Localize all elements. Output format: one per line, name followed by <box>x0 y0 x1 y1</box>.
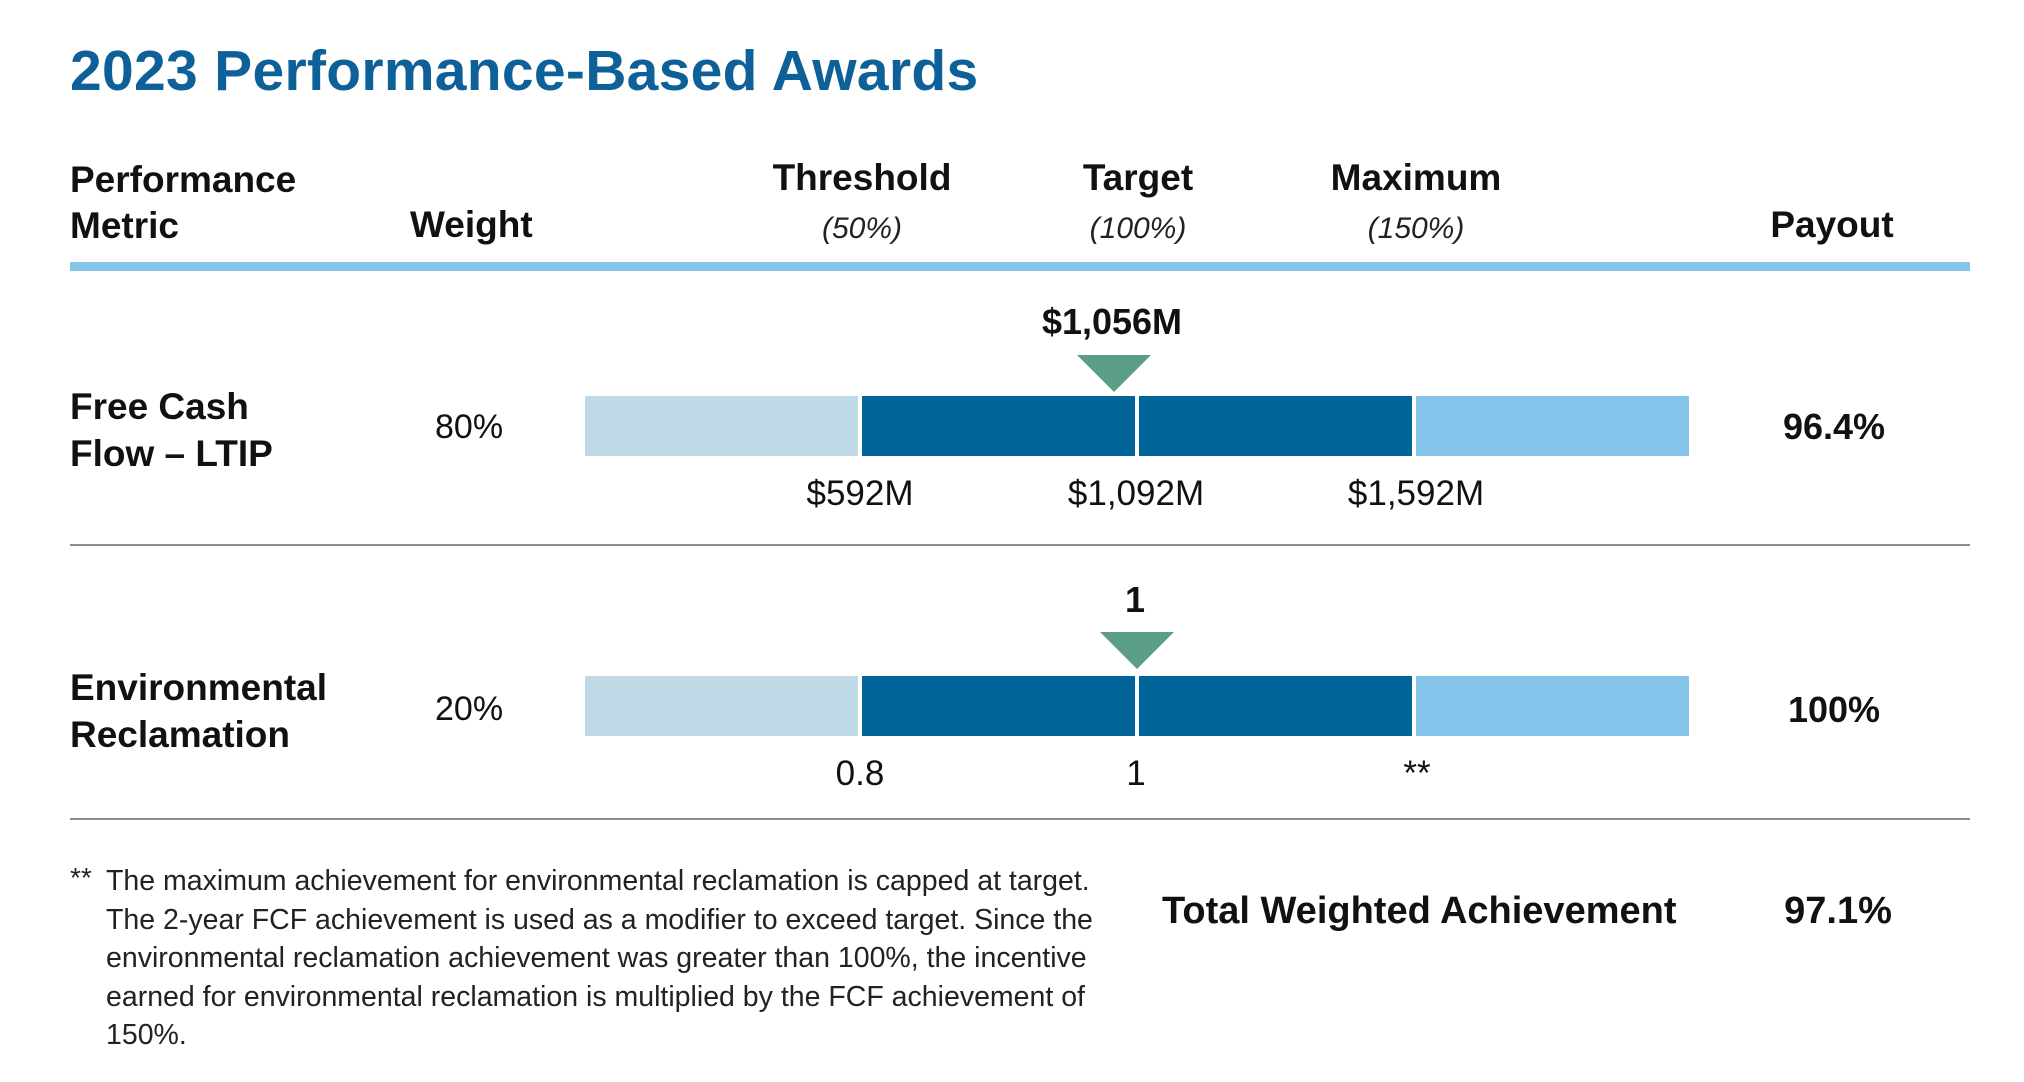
row-fcf-actual-label: $1,056M <box>1041 301 1183 342</box>
footnote-text: The maximum achievement for environmenta… <box>106 865 1093 1051</box>
page-title: 2023 Performance-Based Awards <box>70 39 979 103</box>
header-metric: Performance Metric <box>70 157 296 249</box>
row-env-target-value: 1 <box>1126 754 1146 793</box>
row-fcf-actual-marker-icon <box>1077 355 1151 392</box>
header-maximum-pct: (150%) <box>1367 212 1465 245</box>
row-env-bar-threshold-target <box>862 676 1135 736</box>
row-env-metric: Environmental Reclamation <box>70 664 327 758</box>
row-fcf-threshold-value: $592M <box>806 474 914 513</box>
header-target: Target <box>1082 157 1194 198</box>
footer-divider <box>70 818 1970 820</box>
row-fcf-bar-below-threshold <box>585 396 858 456</box>
footnote-mark: ** <box>70 862 92 893</box>
row-env-metric-line1: Environmental <box>70 667 327 708</box>
header-weight: Weight <box>410 204 533 245</box>
header-metric-line2: Metric <box>70 205 179 246</box>
row-fcf-bar-target-maximum <box>1139 396 1412 456</box>
row-env-bar-target-maximum <box>1139 676 1412 736</box>
header-payout: Payout <box>1770 204 1894 245</box>
total-weighted-achievement-label: Total Weighted Achievement <box>1162 890 1677 932</box>
header-maximum: Maximum <box>1330 157 1502 198</box>
row-divider <box>70 544 1970 546</box>
row-env-maximum-value: ** <box>1403 754 1431 793</box>
row-fcf-payout: 96.4% <box>1782 406 1886 447</box>
row-env-weight: 20% <box>435 690 504 728</box>
row-env-actual-label: 1 <box>1124 579 1146 620</box>
header-target-pct: (100%) <box>1089 212 1187 245</box>
row-fcf-weight: 80% <box>435 408 504 446</box>
row-fcf-metric-line2: Flow – LTIP <box>70 433 273 474</box>
header-threshold: Threshold <box>772 157 952 198</box>
row-env-actual-marker-icon <box>1100 632 1174 669</box>
header-threshold-pct: (50%) <box>821 212 903 245</box>
row-env-metric-line2: Reclamation <box>70 714 291 755</box>
header-divider <box>70 262 1970 271</box>
row-env-bar-above-maximum <box>1416 676 1689 736</box>
row-fcf-target-value: $1,092M <box>1067 474 1205 513</box>
header-metric-line1: Performance <box>70 159 297 200</box>
total-weighted-achievement-value: 97.1% <box>1784 890 1892 932</box>
row-fcf-metric-line1: Free Cash <box>70 386 249 427</box>
row-fcf-metric: Free Cash Flow – LTIP <box>70 383 273 477</box>
row-env-threshold-value: 0.8 <box>835 754 885 793</box>
row-fcf-bar-threshold-target <box>862 396 1135 456</box>
row-fcf-bar-above-maximum <box>1416 396 1689 456</box>
row-env-bar-below-threshold <box>585 676 858 736</box>
row-env-payout: 100% <box>1787 689 1881 730</box>
row-fcf-maximum-value: $1,592M <box>1347 474 1485 513</box>
